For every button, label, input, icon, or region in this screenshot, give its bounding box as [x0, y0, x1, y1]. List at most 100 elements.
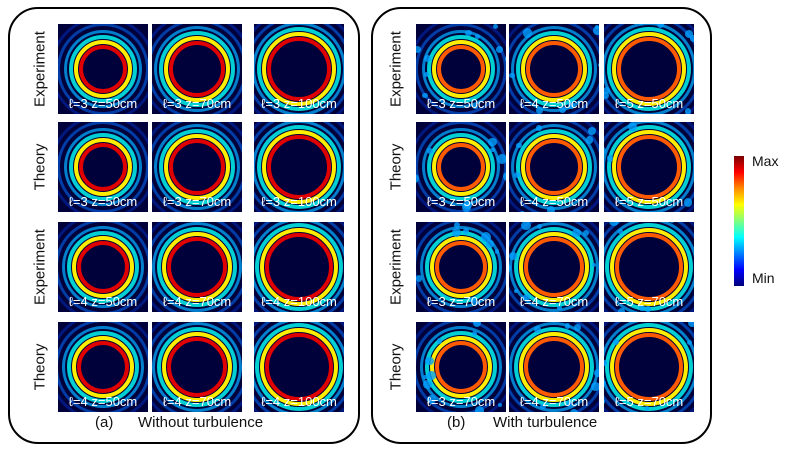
speckle: [583, 230, 590, 237]
intensity-ring: [255, 323, 343, 411]
intensity-ring: [509, 322, 599, 412]
speckle: [585, 136, 594, 144]
intensity-ring-peak: [167, 337, 227, 397]
intensity-ring-peak: [265, 233, 333, 301]
intensity-ring: [74, 138, 132, 196]
panel-without-turbulence: [8, 7, 360, 444]
speckle: [638, 24, 646, 26]
intensity-image: ℓ=5 z=50cm: [604, 122, 694, 212]
intensity-ring-peak: [526, 41, 582, 97]
speckle: [593, 369, 599, 378]
intensity-ring-peak: [267, 37, 331, 101]
intensity-ring: [432, 40, 490, 98]
intensity-ring: [154, 26, 240, 112]
speckle: [645, 406, 650, 411]
speckle: [569, 409, 579, 412]
speckle: [523, 294, 531, 302]
speckle: [627, 122, 637, 132]
intensity-ring: [159, 31, 235, 107]
panel-a-label: (a): [95, 414, 114, 431]
speckle: [426, 147, 433, 154]
speckle: [546, 205, 556, 212]
intensity-ring: [62, 326, 144, 408]
speckle: [490, 147, 495, 153]
intensity-ring: [64, 30, 142, 108]
intensity-ring: [159, 129, 235, 205]
speckle: [591, 381, 599, 391]
intensity-ring: [607, 27, 691, 111]
intensity-image: ℓ=3 z=70cm: [416, 322, 506, 412]
intensity-ring: [157, 227, 237, 307]
speckle: [604, 360, 608, 366]
speckle: [513, 171, 521, 178]
intensity-ring-peak: [435, 241, 487, 293]
intensity-ring: [262, 32, 336, 106]
colorbar-min-label: Min: [752, 270, 775, 286]
intensity-ring: [72, 336, 134, 398]
intensity-ring: [416, 122, 506, 212]
intensity-ring: [604, 24, 694, 114]
image-caption: ℓ=5 z=50cm: [614, 96, 684, 111]
intensity-ring: [612, 130, 686, 204]
speckle: [471, 330, 477, 337]
speckle: [588, 127, 597, 136]
intensity-ring-peak: [526, 139, 582, 195]
row-label-text: Experiment: [387, 229, 405, 305]
intensity-ring: [607, 125, 691, 209]
image-caption: ℓ=4 z=50cm: [519, 96, 589, 111]
intensity-ring-peak: [437, 143, 485, 191]
intensity-image: ℓ=3 z=100cm: [254, 122, 344, 212]
speckle: [472, 322, 482, 328]
intensity-ring: [69, 35, 137, 103]
intensity-image: ℓ=5 z=70cm: [604, 322, 694, 412]
speckle: [519, 210, 526, 212]
intensity-image: ℓ=3 z=50cm: [416, 122, 506, 212]
intensity-ring: [516, 31, 592, 107]
intensity-image: ℓ=4 z=50cm: [509, 122, 599, 212]
speckle: [536, 124, 543, 131]
intensity-ring: [162, 232, 232, 302]
intensity-ring: [257, 27, 341, 111]
panel-a-caption: Without turbulence: [138, 414, 264, 431]
speckle: [656, 24, 664, 29]
speckle: [592, 262, 597, 268]
intensity-ring: [519, 332, 589, 402]
intensity-image: ℓ=3 z=50cm: [58, 24, 148, 114]
speckle: [416, 45, 422, 53]
intensity-ring: [164, 134, 230, 200]
speckle: [564, 323, 570, 329]
intensity-ring: [422, 30, 500, 108]
intensity-ring-peak: [615, 233, 683, 301]
image-caption: ℓ=4 z=70cm: [162, 294, 232, 309]
intensity-image: ℓ=4 z=100cm: [254, 222, 344, 312]
speckle: [475, 33, 480, 39]
image-caption: ℓ=3 z=50cm: [426, 96, 496, 111]
intensity-image: ℓ=5 z=70cm: [604, 222, 694, 312]
speckle: [453, 222, 460, 229]
image-caption: ℓ=4 z=50cm: [519, 194, 589, 209]
intensity-ring: [162, 332, 232, 402]
image-caption: ℓ=3 z=100cm: [261, 96, 337, 111]
panel-b-label: (b): [447, 414, 466, 431]
panel-b-caption: With turbulence: [493, 414, 598, 431]
speckle: [609, 222, 619, 226]
speckle: [496, 46, 504, 53]
speckle: [473, 104, 478, 110]
speckle: [436, 338, 443, 345]
speckle: [535, 107, 543, 114]
speckle: [424, 54, 432, 62]
speckle: [521, 222, 531, 231]
speckle: [498, 403, 503, 408]
intensity-ring: [69, 133, 137, 201]
speckle: [423, 72, 429, 78]
intensity-image: ℓ=4 z=50cm: [58, 322, 148, 412]
speckle: [522, 28, 533, 38]
speckle: [451, 227, 462, 238]
intensity-image: ℓ=5 z=50cm: [604, 24, 694, 114]
speckle: [485, 239, 494, 248]
intensity-ring: [254, 24, 344, 114]
intensity-image: ℓ=3 z=70cm: [152, 122, 242, 212]
intensity-ring: [427, 35, 495, 103]
speckle: [534, 325, 542, 334]
speckle: [423, 379, 433, 389]
